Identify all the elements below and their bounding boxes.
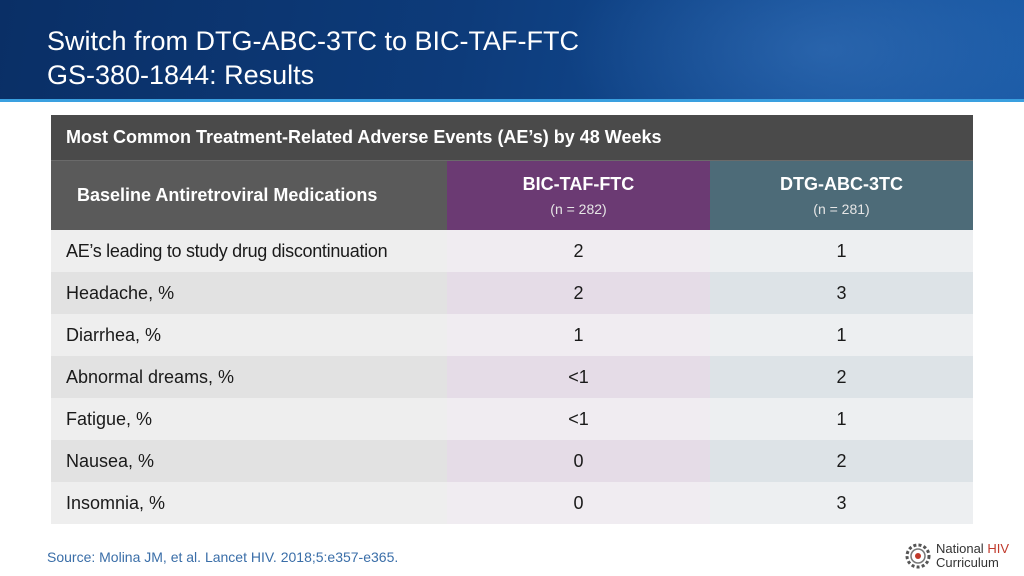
table-row: Headache, % 2 3 — [51, 272, 973, 314]
title-line-2: GS-380-1844: Results — [47, 60, 315, 90]
table-row: Diarrhea, % 1 1 — [51, 314, 973, 356]
row-dtg-value: 3 — [710, 272, 973, 314]
logo-word-national: National — [936, 541, 984, 556]
header-bic-n: (n = 282) — [550, 201, 607, 217]
header-dtg-abc-3tc: DTG-ABC-3TC (n = 281) — [710, 161, 973, 230]
header-dtg-drug: DTG-ABC-3TC — [780, 174, 903, 194]
logo-text: National HIV Curriculum — [936, 542, 1009, 570]
row-bic-value: <1 — [447, 398, 710, 440]
gear-logo-icon — [905, 543, 931, 569]
row-bic-value: 1 — [447, 314, 710, 356]
national-hiv-curriculum-logo[interactable]: National HIV Curriculum — [904, 542, 1009, 570]
header-medications: Baseline Antiretroviral Medications — [51, 161, 447, 230]
header-glow — [564, 0, 1024, 102]
slide-title: Switch from DTG-ABC-3TC to BIC-TAF-FTC G… — [47, 24, 579, 92]
row-label: Diarrhea, % — [51, 314, 447, 356]
table-row: Nausea, % 0 2 — [51, 440, 973, 482]
row-label: Insomnia, % — [51, 482, 447, 524]
table-header-row: Baseline Antiretroviral Medications BIC-… — [51, 160, 973, 230]
table-caption: Most Common Treatment-Related Adverse Ev… — [51, 115, 973, 160]
logo-word-curriculum: Curriculum — [936, 555, 999, 570]
row-bic-value: 2 — [447, 272, 710, 314]
slide-header: Switch from DTG-ABC-3TC to BIC-TAF-FTC G… — [0, 0, 1024, 102]
title-line-1: Switch from DTG-ABC-3TC to BIC-TAF-FTC — [47, 26, 580, 56]
row-dtg-value: 2 — [710, 356, 973, 398]
table-row: Abnormal dreams, % <1 2 — [51, 356, 973, 398]
row-dtg-value: 1 — [710, 230, 973, 272]
header-bic-drug: BIC-TAF-FTC — [522, 174, 635, 194]
row-label: Headache, % — [51, 272, 447, 314]
row-label: Nausea, % — [51, 440, 447, 482]
table-row: AE’s leading to study drug discontinuati… — [51, 230, 973, 272]
row-bic-value: <1 — [447, 356, 710, 398]
row-dtg-value: 1 — [710, 398, 973, 440]
row-bic-value: 0 — [447, 482, 710, 524]
header-bic-taf-ftc: BIC-TAF-FTC (n = 282) — [447, 161, 710, 230]
adverse-events-table: Most Common Treatment-Related Adverse Ev… — [51, 115, 973, 524]
row-dtg-value: 1 — [710, 314, 973, 356]
row-label: AE’s leading to study drug discontinuati… — [51, 230, 447, 272]
row-bic-value: 0 — [447, 440, 710, 482]
table-row: Fatigue, % <1 1 — [51, 398, 973, 440]
row-dtg-value: 3 — [710, 482, 973, 524]
row-label: Abnormal dreams, % — [51, 356, 447, 398]
logo-word-hiv: HIV — [987, 541, 1009, 556]
row-dtg-value: 2 — [710, 440, 973, 482]
source-citation: Source: Molina JM, et al. Lancet HIV. 20… — [47, 549, 399, 565]
table-row: Insomnia, % 0 3 — [51, 482, 973, 524]
row-label: Fatigue, % — [51, 398, 447, 440]
header-dtg-n: (n = 281) — [813, 201, 870, 217]
row-bic-value: 2 — [447, 230, 710, 272]
